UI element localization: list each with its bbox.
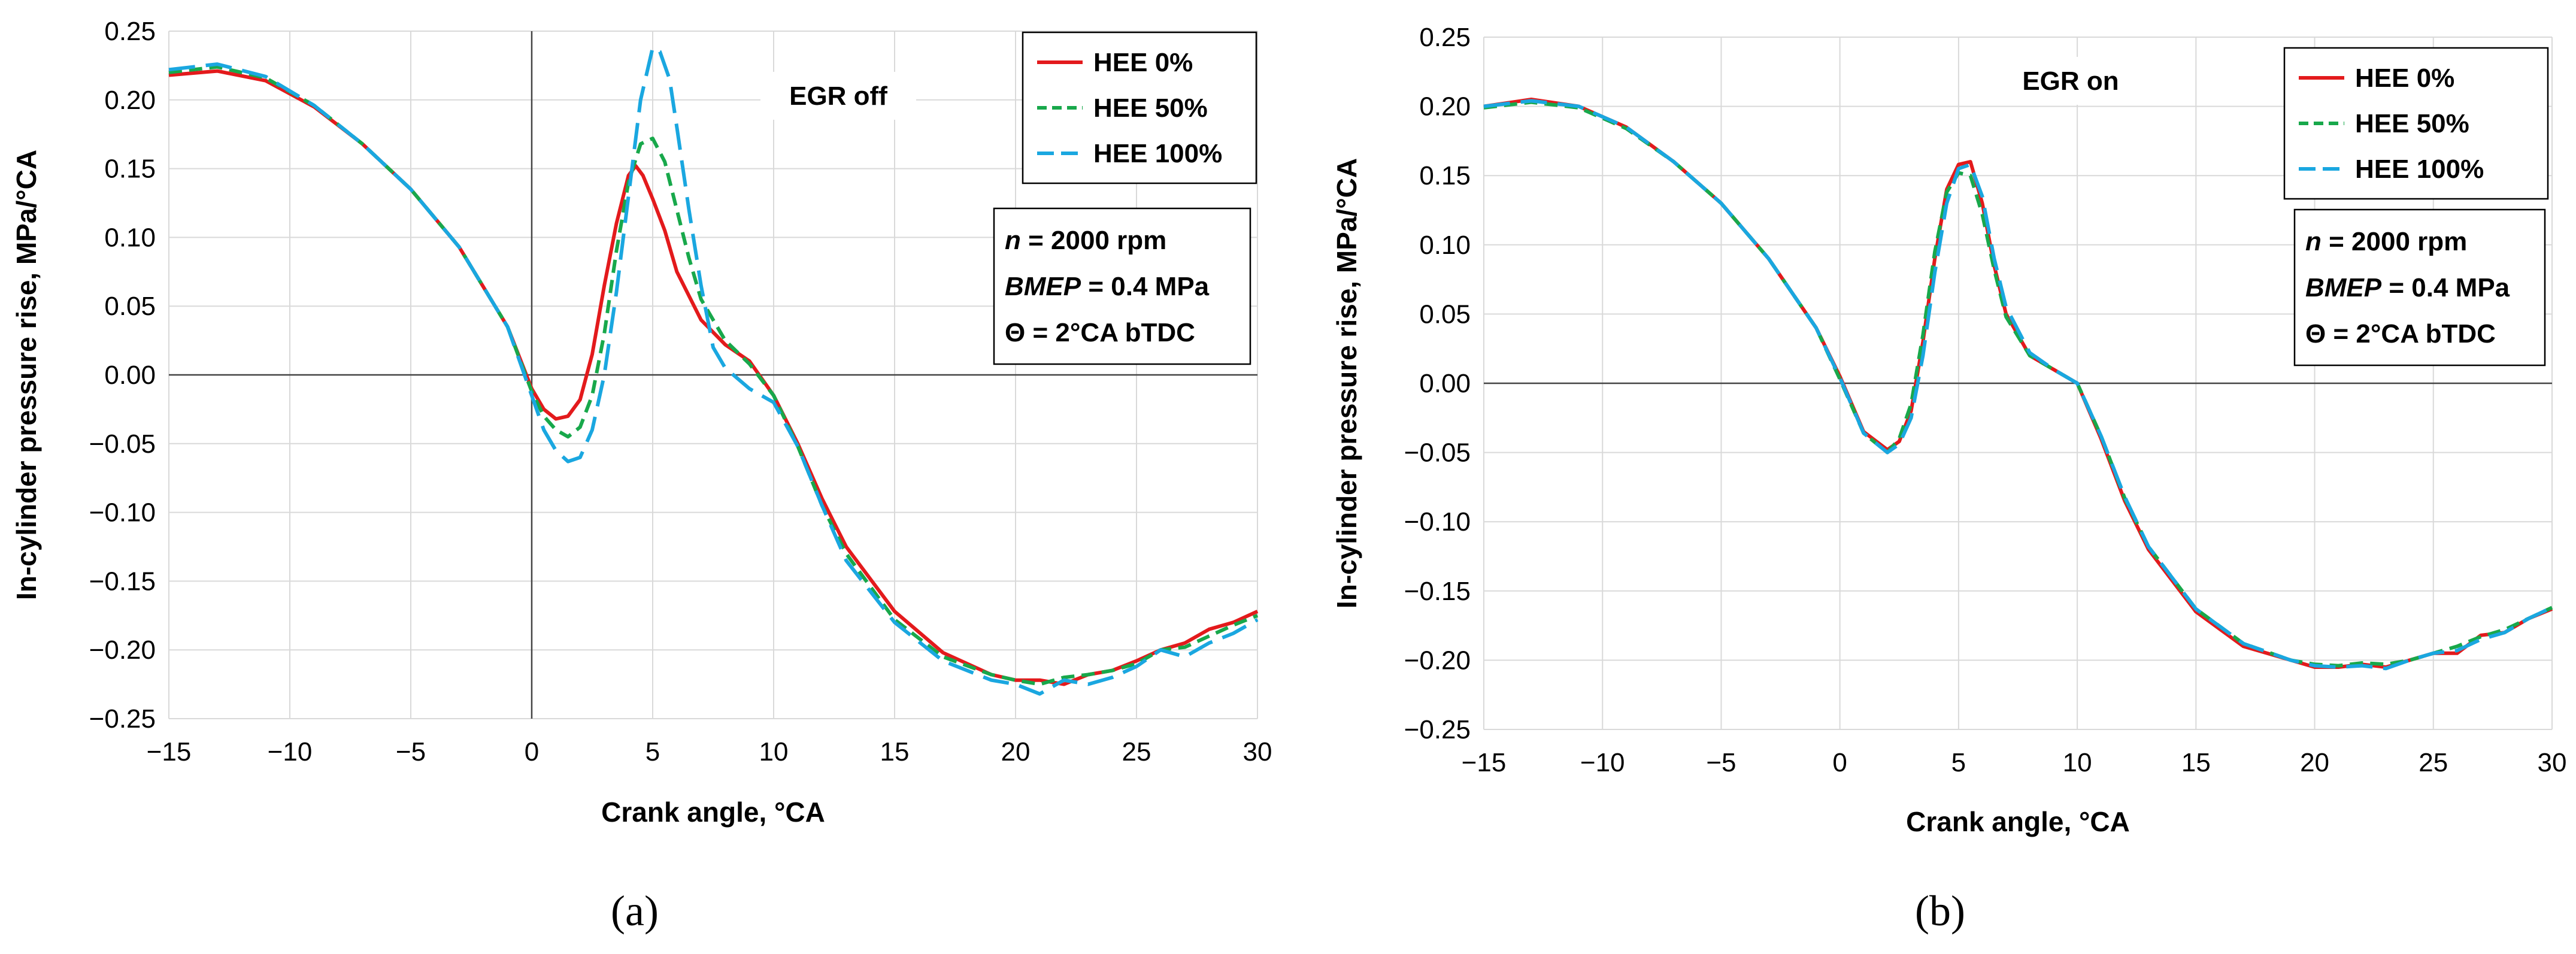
y-tick-label: −0.05 <box>1404 438 1471 468</box>
egr-annotation: EGR off <box>789 81 887 111</box>
condition-bmep-symbol: BMEP <box>2305 273 2382 302</box>
x-tick-label: 15 <box>2181 748 2211 777</box>
legend: HEE 0% HEE 50% HEE 100% <box>2283 47 2549 200</box>
y-tick-label: −0.10 <box>1404 507 1471 537</box>
conditions-box: n = 2000 rpm BMEP = 0.4 MPa Θ = 2°CA bTDC <box>2293 208 2546 367</box>
y-tick-label: −0.25 <box>89 704 156 734</box>
x-tick-label: −15 <box>1462 748 1507 777</box>
y-tick-label: 0.15 <box>1419 161 1471 190</box>
condition-speed-symbol: n <box>1005 226 1021 255</box>
condition-speed: n = 2000 rpm <box>2305 227 2467 256</box>
y-tick-label: 0.00 <box>1419 369 1471 398</box>
x-axis-title: Crank angle, °CA <box>601 796 825 828</box>
y-tick-label: 0.25 <box>1419 23 1471 52</box>
x-tick-label: −10 <box>268 737 313 767</box>
x-tick-label: 10 <box>2063 748 2092 777</box>
chart-panel-b: 0.25 0.20 0.15 0.10 0.05 0.00 −0.05 −0.10 −0.15 −… <box>1331 23 2566 935</box>
x-tick-label: 30 <box>1243 737 1272 767</box>
condition-timing: Θ = 2°CA bTDC <box>1005 318 1195 347</box>
condition-bmep-value: = 0.4 MPa <box>2381 273 2510 302</box>
x-tick-label: −5 <box>396 737 426 767</box>
condition-speed-value: = 2000 rpm <box>1021 226 1166 255</box>
x-tick-label: 20 <box>2300 748 2329 777</box>
annotation-backdrop <box>760 72 916 120</box>
y-tick-label: −0.05 <box>89 429 156 459</box>
x-tick-label: 5 <box>645 737 660 767</box>
legend-box <box>2283 47 2549 200</box>
series-line-hee-100- <box>1483 99 2553 671</box>
y-axis-title: In-cylinder pressure rise, MPa/°CA <box>11 150 42 600</box>
legend-entry: HEE 0% <box>2355 63 2454 93</box>
chart-panel-a: 0.25 0.20 0.15 0.10 0.05 0.00 −0.05 −0.10 −0.15 −… <box>11 17 1272 935</box>
x-tick-label: 0 <box>525 737 539 767</box>
y-tick-label: 0.25 <box>104 17 156 46</box>
conditions-frame <box>2293 208 2546 367</box>
y-tick-label: −0.15 <box>1404 577 1471 606</box>
x-tick-label: −10 <box>1580 748 1625 777</box>
legend: HEE 0% HEE 50% HEE 100% <box>1022 31 1257 184</box>
x-tick-label: −15 <box>147 737 192 767</box>
x-tick-label: 15 <box>880 737 910 767</box>
condition-bmep-symbol: BMEP <box>1005 272 1081 301</box>
y-tick-label: −0.20 <box>89 635 156 665</box>
y-tick-label: −0.15 <box>89 567 156 596</box>
x-tick-label: 20 <box>1001 737 1031 767</box>
x-tick-label: 30 <box>2538 748 2567 777</box>
y-tick-label: 0.05 <box>104 292 156 321</box>
y-tick-label: 0.20 <box>1419 92 1471 122</box>
legend-entry: HEE 100% <box>2355 155 2484 184</box>
y-tick-label: 0.00 <box>104 361 156 390</box>
legend-entry: HEE 100% <box>1093 139 1222 168</box>
egr-annotation: EGR on <box>2022 66 2119 96</box>
condition-speed-value: = 2000 rpm <box>2322 227 2467 256</box>
y-tick-label: 0.20 <box>104 86 156 115</box>
y-tick-label: 0.05 <box>1419 299 1471 329</box>
condition-speed: n = 2000 rpm <box>1005 226 1166 255</box>
conditions-box: n = 2000 rpm BMEP = 0.4 MPa Θ = 2°CA bTDC <box>993 207 1251 365</box>
x-tick-label: 25 <box>1122 737 1151 767</box>
x-axis-title: Crank angle, °CA <box>1906 806 2130 837</box>
conditions-frame <box>993 207 1251 365</box>
x-tick-label: 5 <box>1951 748 1966 777</box>
legend-entry: HEE 50% <box>2355 109 2469 138</box>
y-tick-label: 0.15 <box>104 155 156 184</box>
series-line-hee-100- <box>168 46 1259 696</box>
y-axis-title: In-cylinder pressure rise, MPa/°CA <box>1331 158 1362 608</box>
condition-speed-symbol: n <box>2305 227 2322 256</box>
series-line-hee-50- <box>1483 100 2553 668</box>
condition-bmep: BMEP = 0.4 MPa <box>1005 272 1210 301</box>
legend-entry: HEE 0% <box>1093 48 1193 77</box>
x-tick-label: −5 <box>1706 748 1736 777</box>
y-tick-label: −0.10 <box>89 498 156 528</box>
y-tick-label: 0.10 <box>1419 231 1471 260</box>
y-tick-label: 0.10 <box>104 223 156 252</box>
condition-bmep-value: = 0.4 MPa <box>1081 272 1210 301</box>
y-tick-label: −0.20 <box>1404 646 1471 675</box>
condition-bmep: BMEP = 0.4 MPa <box>2305 273 2510 302</box>
condition-timing: Θ = 2°CA bTDC <box>2305 319 2496 349</box>
y-tick-label: −0.25 <box>1404 715 1471 744</box>
x-tick-label: 10 <box>759 737 789 767</box>
x-tick-label: 0 <box>1832 748 1847 777</box>
annotation-backdrop <box>1993 57 2148 105</box>
panel-label: (b) <box>1915 887 1965 935</box>
panel-label: (a) <box>611 887 659 935</box>
legend-entry: HEE 50% <box>1093 93 1208 123</box>
x-tick-label: 25 <box>2419 748 2448 777</box>
